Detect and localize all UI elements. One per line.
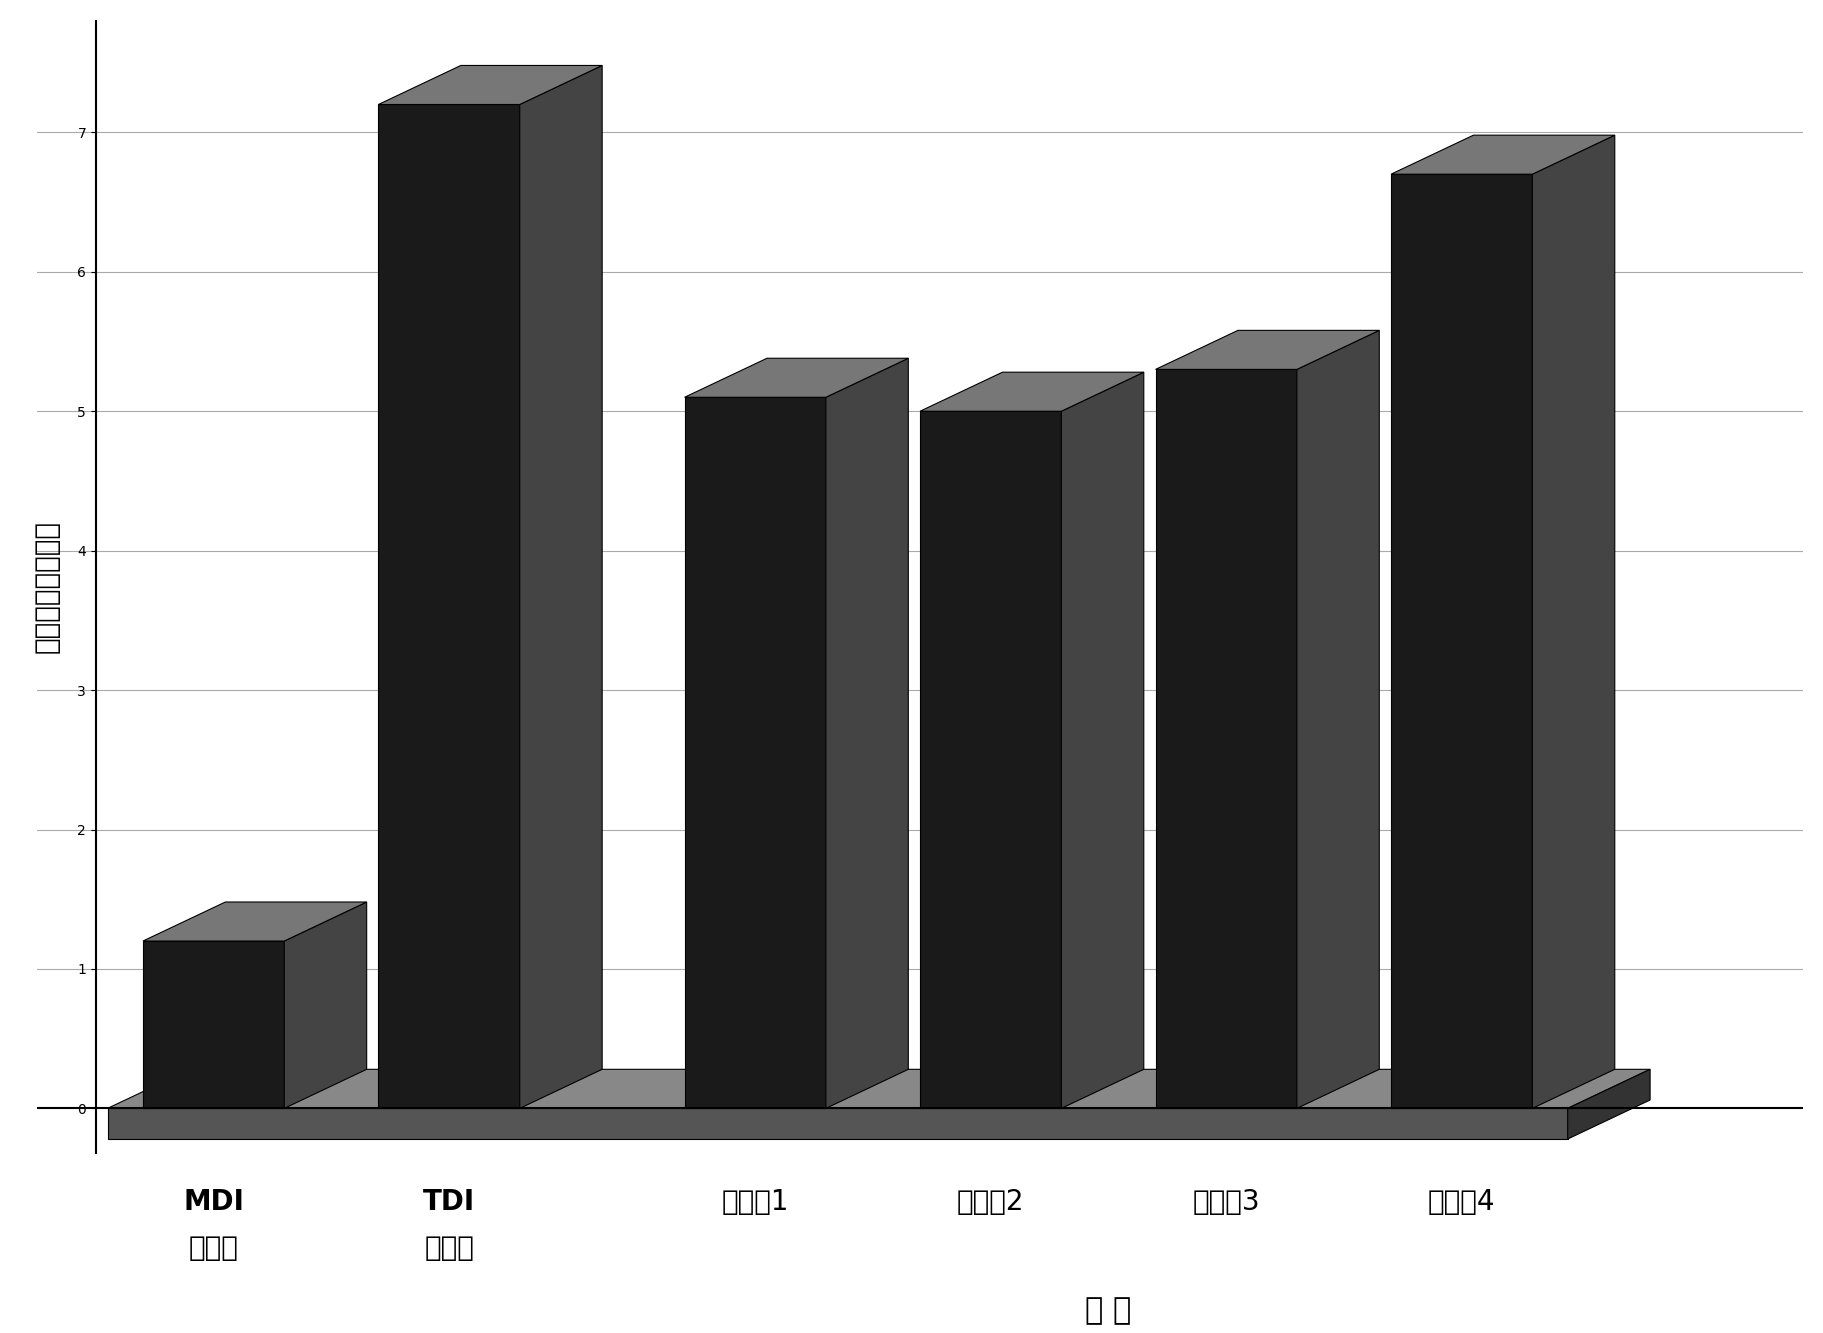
Polygon shape bbox=[1391, 135, 1613, 175]
Polygon shape bbox=[1296, 331, 1378, 1108]
Y-axis label: 凝胶时间（小时）: 凝胶时间（小时） bbox=[33, 520, 60, 653]
Text: 实施例4: 实施例4 bbox=[1427, 1188, 1495, 1216]
Polygon shape bbox=[1156, 369, 1296, 1108]
Polygon shape bbox=[520, 65, 602, 1108]
Polygon shape bbox=[1531, 135, 1613, 1108]
Polygon shape bbox=[377, 65, 602, 104]
Polygon shape bbox=[108, 1108, 1566, 1138]
Polygon shape bbox=[684, 359, 908, 397]
Polygon shape bbox=[919, 411, 1061, 1108]
Text: 实施例3: 实施例3 bbox=[1192, 1188, 1260, 1216]
Polygon shape bbox=[142, 902, 366, 941]
Polygon shape bbox=[1391, 175, 1531, 1108]
Polygon shape bbox=[1566, 1069, 1650, 1138]
Polygon shape bbox=[684, 397, 826, 1108]
Polygon shape bbox=[919, 372, 1143, 411]
Polygon shape bbox=[1061, 372, 1143, 1108]
Text: 粘合剂: 粘合剂 bbox=[188, 1234, 239, 1262]
Text: 产 品: 产 品 bbox=[1085, 1297, 1130, 1325]
Text: 粘合剂: 粘合剂 bbox=[425, 1234, 474, 1262]
Text: MDI: MDI bbox=[182, 1188, 244, 1216]
Polygon shape bbox=[108, 1069, 1650, 1108]
Polygon shape bbox=[142, 941, 284, 1108]
Polygon shape bbox=[1156, 331, 1378, 369]
Polygon shape bbox=[377, 104, 520, 1108]
Polygon shape bbox=[284, 902, 366, 1108]
Text: 实施例1: 实施例1 bbox=[722, 1188, 789, 1216]
Text: TDI: TDI bbox=[423, 1188, 474, 1216]
Polygon shape bbox=[826, 359, 908, 1108]
Text: 实施例2: 实施例2 bbox=[957, 1188, 1025, 1216]
